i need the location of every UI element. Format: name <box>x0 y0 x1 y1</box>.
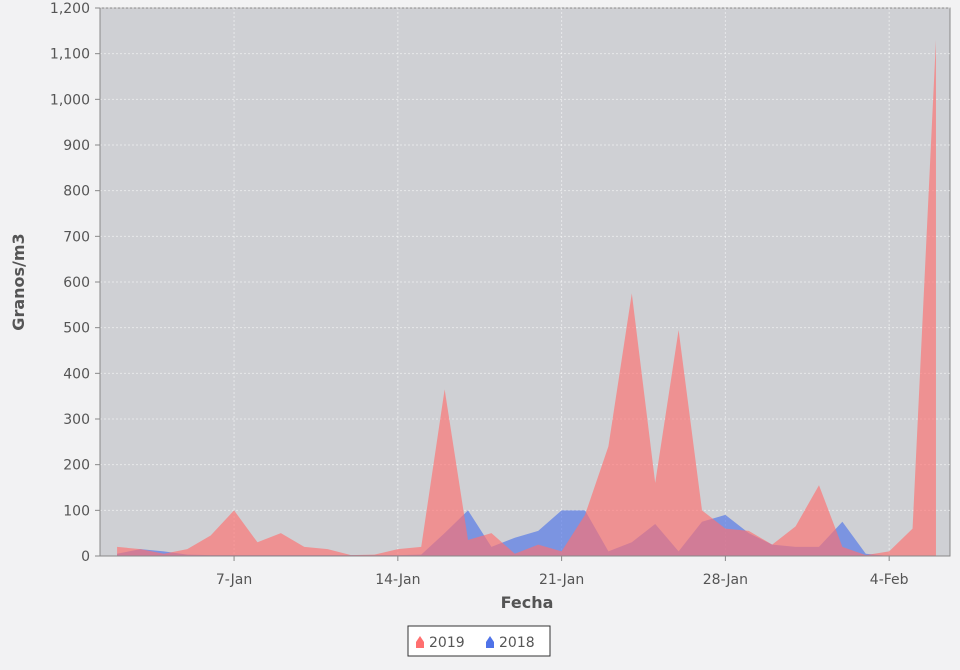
y-tick-label: 100 <box>63 503 90 519</box>
y-tick-label: 200 <box>63 458 90 474</box>
y-tick-label: 600 <box>63 275 90 291</box>
y-tick-label: 1,000 <box>50 92 90 108</box>
y-axis-label: Granos/m3 <box>9 233 28 330</box>
legend-marker <box>416 636 424 648</box>
y-tick-label: 500 <box>63 321 90 337</box>
y-tick-label: 300 <box>63 412 90 428</box>
y-tick-label: 700 <box>63 229 90 245</box>
x-tick-label: 14-Jan <box>375 572 420 588</box>
y-tick-label: 800 <box>63 184 90 200</box>
x-tick-label: 28-Jan <box>703 572 748 588</box>
y-tick-label: 900 <box>63 138 90 154</box>
y-tick-label: 1,200 <box>50 1 90 17</box>
x-tick-label: 21-Jan <box>539 572 584 588</box>
x-axis-label: Fecha <box>501 593 554 612</box>
legend-marker <box>486 636 494 648</box>
legend-label: 2019 <box>429 635 465 651</box>
x-tick-label: 4-Feb <box>870 572 909 588</box>
y-tick-label: 0 <box>81 549 90 565</box>
x-tick-label: 7-Jan <box>216 572 252 588</box>
y-tick-label: 1,100 <box>50 47 90 63</box>
legend-label: 2018 <box>499 635 535 651</box>
legend-box <box>407 625 551 657</box>
y-tick-label: 400 <box>63 366 90 382</box>
